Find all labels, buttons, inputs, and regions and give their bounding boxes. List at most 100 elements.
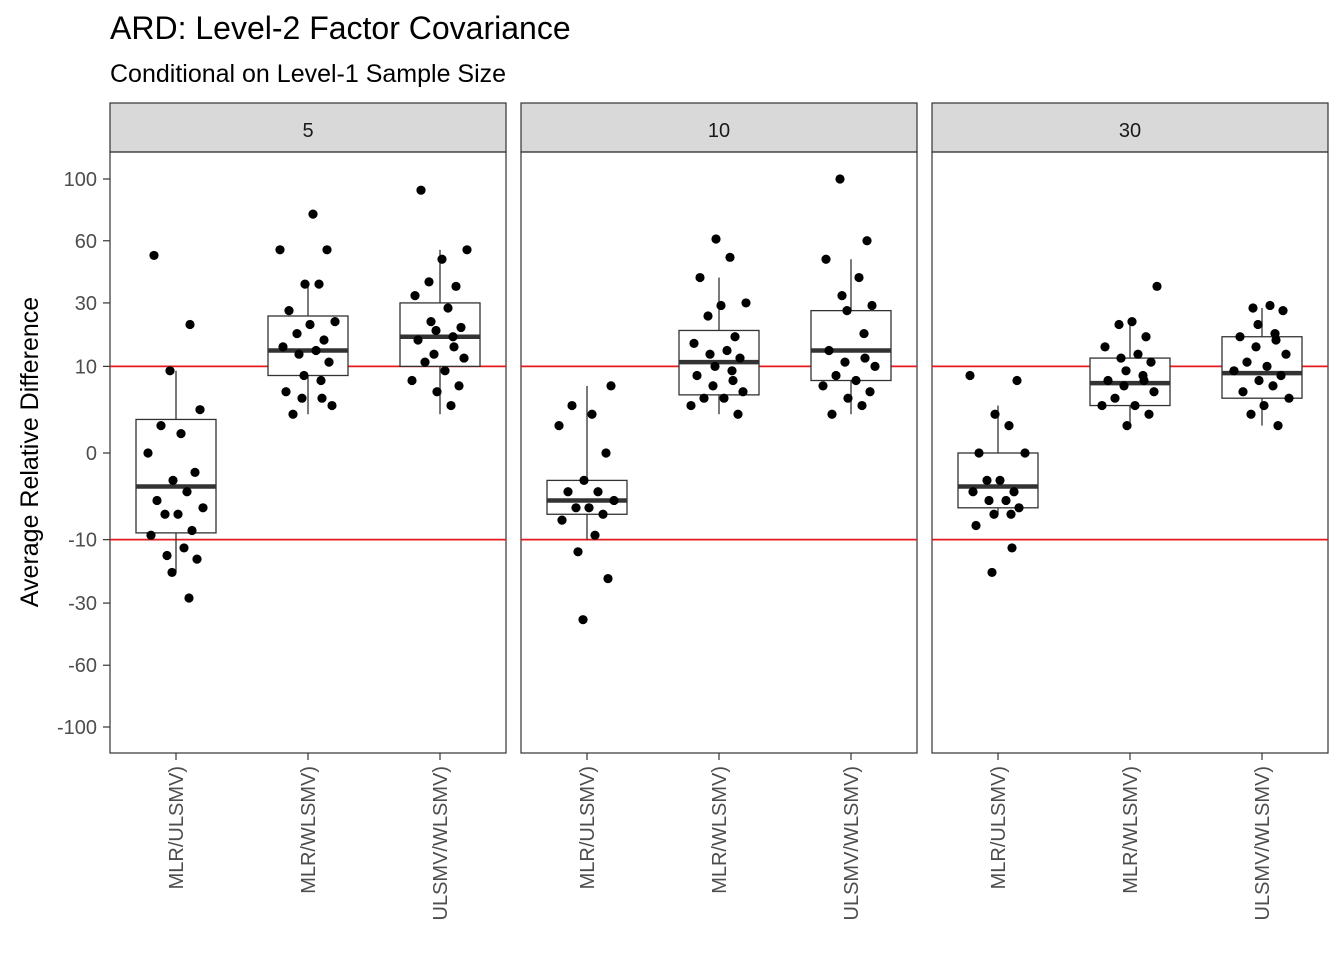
data-point — [1149, 387, 1159, 397]
data-point — [1014, 503, 1024, 513]
data-point — [733, 409, 743, 419]
facet-label: 10 — [708, 120, 730, 142]
y-tick-label: -10 — [68, 530, 97, 552]
x-tick-label: MLR/ULSMV) — [577, 766, 599, 889]
data-point — [989, 509, 999, 519]
x-tick-label: ULSMV/WLSMV) — [841, 766, 863, 920]
y-tick-label: 10 — [75, 356, 97, 378]
data-point — [606, 381, 616, 391]
facet-label: 30 — [1119, 120, 1141, 142]
data-point — [1278, 306, 1288, 316]
data-point — [1144, 409, 1154, 419]
box-iqr — [810, 309, 892, 382]
data-point — [821, 254, 831, 264]
data-point — [730, 332, 740, 342]
data-point — [859, 328, 869, 339]
y-tick-label: 30 — [75, 293, 97, 315]
data-point — [1248, 303, 1258, 313]
data-point — [1130, 400, 1140, 411]
data-point — [179, 543, 189, 553]
data-point — [1242, 357, 1252, 367]
data-point — [725, 252, 735, 262]
data-point — [451, 281, 461, 291]
data-point — [854, 272, 864, 283]
data-point — [1119, 381, 1129, 391]
data-point — [446, 400, 456, 411]
x-tick-label: MLR/ULSMV) — [166, 766, 188, 889]
data-point — [990, 409, 1000, 419]
data-point — [995, 475, 1005, 485]
data-point — [297, 393, 307, 403]
data-point — [456, 322, 466, 333]
y-tick-label: -30 — [68, 593, 97, 615]
data-point — [294, 349, 304, 359]
data-point — [708, 381, 718, 391]
data-point — [413, 335, 423, 345]
data-point — [722, 345, 732, 356]
data-point — [424, 277, 434, 287]
data-point — [281, 387, 291, 397]
data-point — [971, 520, 981, 531]
y-tick-label: 60 — [75, 231, 97, 253]
data-point — [1012, 375, 1022, 386]
data-point — [1097, 400, 1107, 411]
data-point — [857, 400, 867, 411]
data-point — [143, 448, 153, 458]
chart-subtitle: Conditional on Level-1 Sample Size — [110, 60, 507, 88]
data-point — [1009, 487, 1019, 497]
y-tick-label: -100 — [57, 717, 97, 739]
data-point — [275, 245, 285, 255]
data-point — [443, 303, 453, 313]
data-point — [692, 370, 702, 381]
data-point — [1116, 353, 1126, 363]
data-point — [185, 319, 195, 330]
data-point — [984, 495, 994, 506]
data-point — [1262, 361, 1272, 371]
data-point — [867, 300, 877, 311]
data-point — [176, 429, 186, 439]
data-point — [165, 366, 175, 376]
y-axis-label: Average Relative Difference — [16, 297, 44, 607]
data-point — [573, 547, 583, 557]
data-point — [292, 328, 302, 339]
data-point — [324, 357, 334, 367]
data-point — [162, 550, 172, 561]
data-point — [299, 370, 309, 381]
data-point — [192, 554, 202, 564]
data-point — [1281, 349, 1291, 359]
data-point — [738, 387, 748, 397]
data-point — [1122, 421, 1132, 431]
data-point — [288, 409, 298, 419]
data-point — [1273, 421, 1283, 431]
data-point — [459, 353, 469, 363]
data-point — [426, 316, 436, 327]
data-point — [330, 316, 340, 327]
data-point — [716, 300, 726, 311]
data-point — [557, 515, 567, 525]
data-point — [1007, 543, 1017, 553]
data-point — [865, 387, 875, 397]
data-point — [449, 342, 459, 352]
data-point — [1110, 393, 1120, 403]
chart-title: ARD: Level-2 Factor Covariance — [110, 10, 571, 46]
data-point — [168, 475, 178, 485]
data-point — [860, 353, 870, 363]
data-point — [416, 185, 426, 195]
data-point — [1100, 342, 1110, 352]
data-point — [987, 567, 997, 578]
data-point — [284, 306, 294, 316]
data-point — [1276, 370, 1286, 381]
x-tick-label: MLR/ULSMV) — [988, 766, 1010, 889]
data-point — [741, 298, 751, 308]
data-point — [1127, 316, 1137, 327]
data-point — [160, 509, 170, 519]
data-point — [695, 272, 705, 283]
data-point — [437, 254, 447, 264]
data-point — [448, 332, 458, 342]
data-point — [870, 361, 880, 371]
data-point — [818, 381, 828, 391]
data-point — [149, 250, 159, 261]
data-point — [1265, 300, 1275, 311]
data-point — [190, 467, 200, 477]
